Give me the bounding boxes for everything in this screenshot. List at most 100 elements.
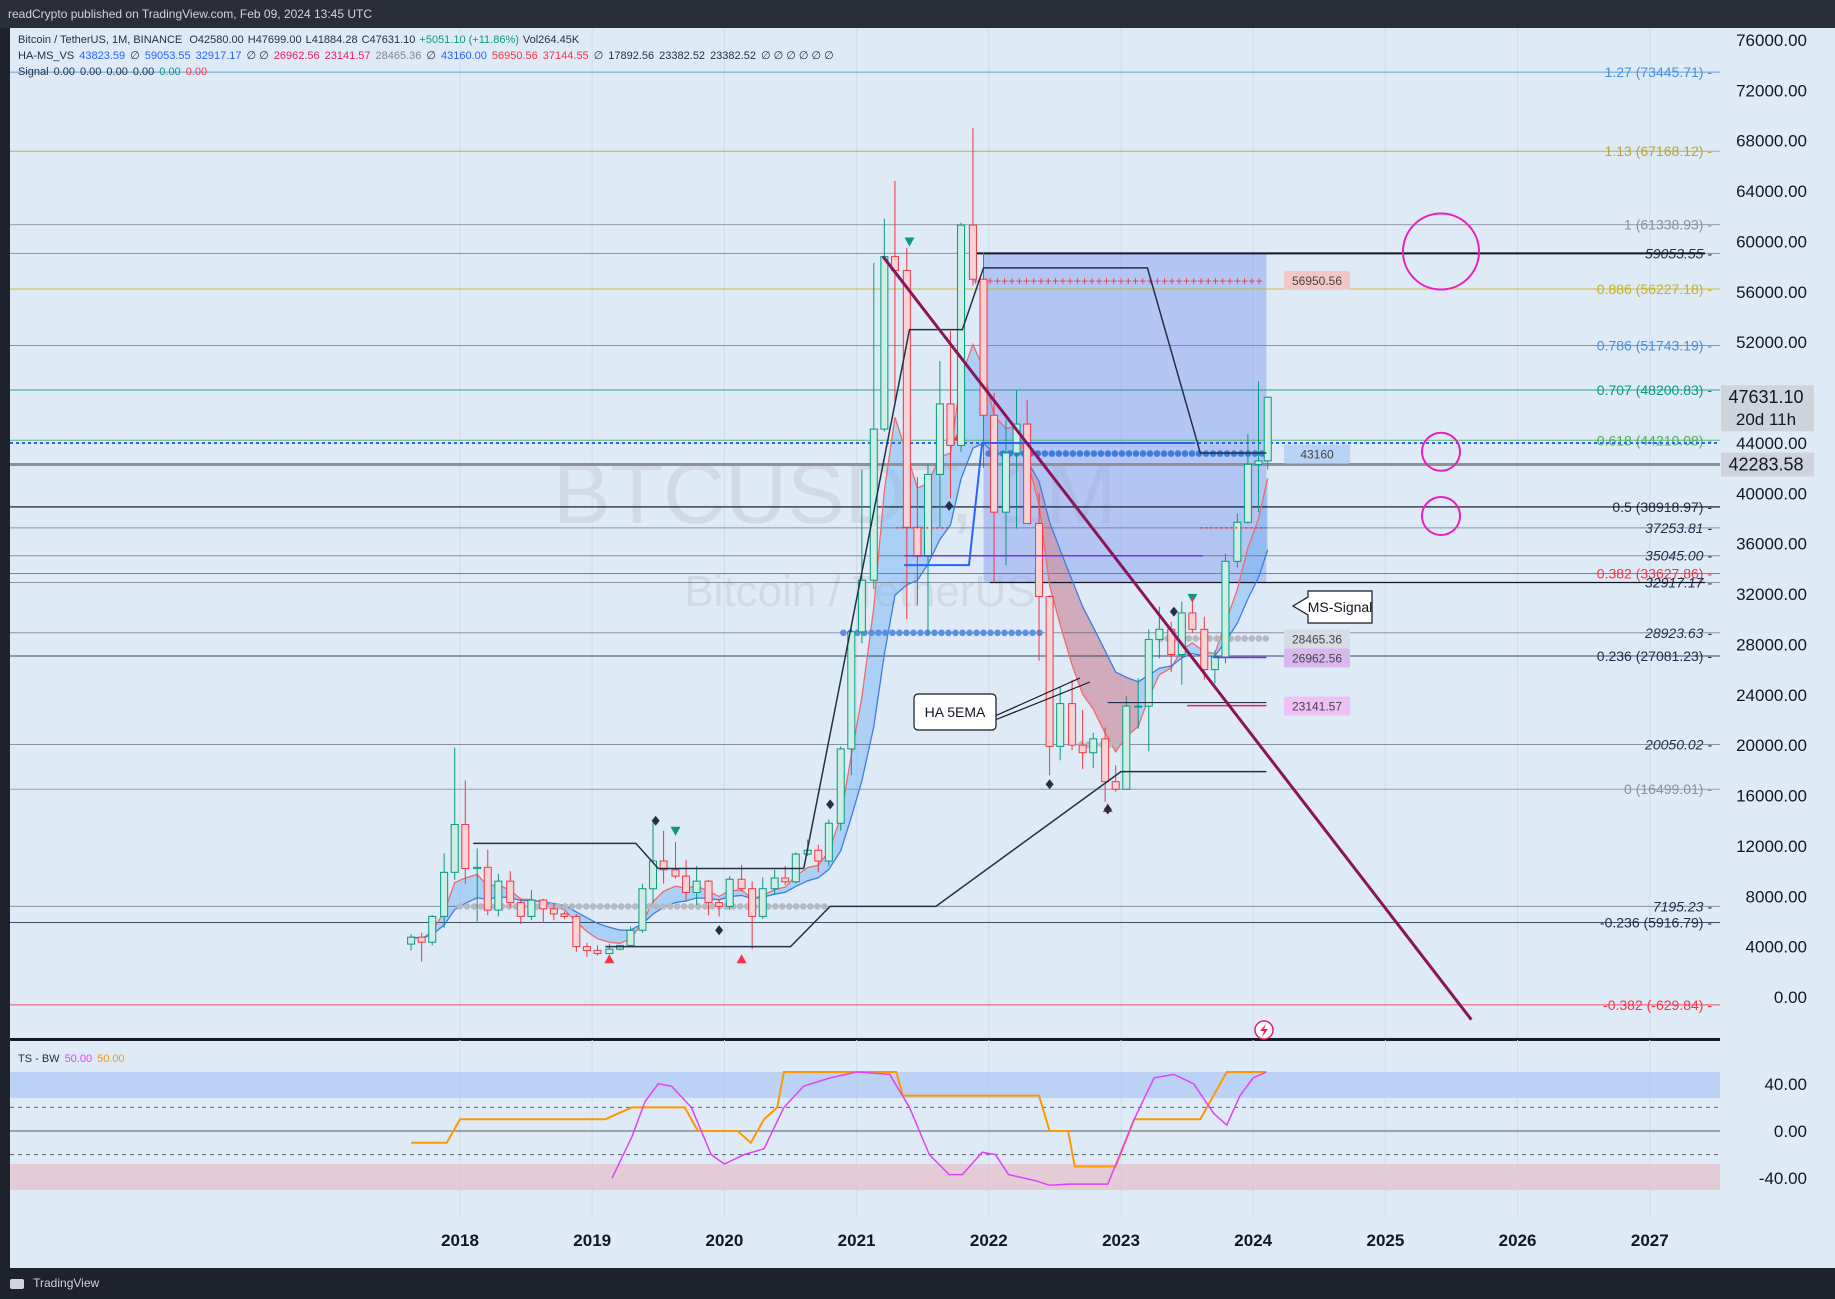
- candle-body[interactable]: [494, 880, 503, 911]
- ha-5ema-callout[interactable]: [913, 693, 997, 731]
- candle-body[interactable]: [473, 866, 482, 870]
- candle-body[interactable]: [626, 929, 635, 946]
- osc-tick-label: 0.00: [1774, 1122, 1807, 1141]
- dots-28923: [952, 629, 959, 637]
- candle-body[interactable]: [582, 946, 591, 951]
- dots-28465: [1213, 635, 1221, 642]
- candle-body[interactable]: [1122, 705, 1131, 790]
- candle-body[interactable]: [923, 473, 932, 557]
- candle-body[interactable]: [1188, 612, 1197, 630]
- target-circle-59000[interactable]: [1402, 212, 1480, 291]
- candle-body[interactable]: [814, 849, 823, 862]
- candle-body[interactable]: [659, 860, 668, 871]
- ms-signal-callout[interactable]: [1291, 590, 1373, 624]
- legend-signal-3: 0.00: [106, 66, 127, 78]
- candle-body[interactable]: [440, 871, 449, 917]
- candle-body[interactable]: [506, 880, 515, 904]
- candle-body[interactable]: [560, 913, 569, 917]
- x-tick-label: 2022: [970, 1231, 1008, 1250]
- candle-body[interactable]: [549, 908, 558, 915]
- candle-body[interactable]: [880, 256, 889, 430]
- candle-body[interactable]: [957, 224, 966, 446]
- candle-body[interactable]: [968, 224, 977, 280]
- candle-body[interactable]: [1089, 738, 1098, 754]
- candle-body[interactable]: [1263, 396, 1272, 462]
- candle-body[interactable]: [1254, 460, 1263, 465]
- candle-body[interactable]: [417, 936, 426, 943]
- candle-body[interactable]: [1243, 463, 1252, 523]
- candle-body[interactable]: [1177, 612, 1186, 655]
- candle-body[interactable]: [748, 888, 757, 917]
- candle-body[interactable]: [869, 428, 878, 581]
- candle-body[interactable]: [692, 880, 701, 893]
- candle-body[interactable]: [1012, 423, 1021, 454]
- candle-body[interactable]: [1210, 656, 1219, 671]
- candle-body[interactable]: [593, 949, 602, 955]
- candle-body[interactable]: [527, 899, 536, 917]
- candle-layer[interactable]: [407, 128, 1272, 962]
- candle-body[interactable]: [638, 888, 647, 931]
- candle-body[interactable]: [770, 877, 779, 890]
- candle-body[interactable]: [725, 878, 734, 907]
- candle-body[interactable]: [572, 915, 581, 948]
- candle-body[interactable]: [671, 869, 680, 877]
- candle-body[interactable]: [649, 860, 658, 890]
- candle-body[interactable]: [902, 269, 911, 528]
- candle-body[interactable]: [539, 899, 548, 910]
- dots-43160: [1083, 450, 1091, 457]
- candle-body[interactable]: [428, 915, 437, 943]
- candle-body[interactable]: [605, 948, 614, 955]
- fib-label: 0.382 (33627.86) -: [1597, 566, 1713, 582]
- candle-body[interactable]: [758, 888, 767, 917]
- candle-body[interactable]: [979, 278, 988, 416]
- target-circle-44000[interactable]: [1421, 431, 1461, 472]
- candle-body[interactable]: [836, 748, 845, 824]
- candle-body[interactable]: [450, 823, 459, 873]
- candle-body[interactable]: [1045, 596, 1054, 747]
- drawing-layer[interactable]: MS-Signal HA 5EMA: [473, 212, 1480, 1021]
- price-chart[interactable]: BTCUSDT, 1M Bitcoin / TetherUS 1.27 (734…: [0, 28, 1835, 1268]
- x-tick-label: 2027: [1631, 1231, 1669, 1250]
- candle-body[interactable]: [682, 875, 691, 893]
- candle-body[interactable]: [946, 403, 955, 446]
- candle-body[interactable]: [857, 579, 866, 633]
- candle-body[interactable]: [1001, 452, 1010, 513]
- candle-body[interactable]: [704, 880, 713, 904]
- candle-body[interactable]: [1155, 628, 1164, 640]
- candle-body[interactable]: [1068, 703, 1077, 746]
- osc-tick-label: 40.00: [1764, 1075, 1807, 1094]
- candle-body[interactable]: [935, 403, 944, 475]
- fib-label: 0.618 (44210.08) -: [1597, 432, 1713, 448]
- candle-body[interactable]: [990, 414, 999, 513]
- candle-body[interactable]: [483, 866, 492, 911]
- candle-body[interactable]: [407, 936, 416, 945]
- legend-ohlc-2: L41884.28: [306, 34, 358, 46]
- candle-body[interactable]: [781, 877, 790, 883]
- candle-body[interactable]: [1200, 628, 1209, 671]
- candle-body[interactable]: [516, 902, 525, 917]
- dots-28923: [1015, 629, 1022, 637]
- plus-56950: +: [1081, 274, 1088, 288]
- candle-body[interactable]: [1221, 560, 1230, 658]
- candle-body[interactable]: [1056, 703, 1065, 747]
- candle-body[interactable]: [1144, 638, 1153, 707]
- candle-body[interactable]: [1134, 705, 1143, 708]
- legend-hams-7: 23141.57: [325, 50, 371, 62]
- descending-trendline[interactable]: [881, 255, 1473, 1021]
- legend-signal-6: 0.00: [186, 66, 207, 78]
- legend-osc-2: 50.00: [97, 1053, 125, 1065]
- candle-body[interactable]: [1023, 423, 1032, 525]
- candle-body[interactable]: [913, 526, 922, 557]
- candle-body[interactable]: [1078, 744, 1087, 754]
- candle-body[interactable]: [737, 878, 746, 890]
- target-circle-38000[interactable]: [1421, 495, 1461, 536]
- candle-body[interactable]: [1101, 738, 1110, 783]
- candle-body[interactable]: [715, 902, 724, 907]
- candle-body[interactable]: [1111, 781, 1120, 790]
- level-label: 35045.00 -: [1645, 548, 1712, 564]
- candle-body[interactable]: [847, 631, 856, 750]
- candle-body[interactable]: [1035, 523, 1044, 598]
- candle-body[interactable]: [1233, 521, 1242, 562]
- candle-body[interactable]: [824, 822, 833, 862]
- candle-body[interactable]: [461, 823, 470, 870]
